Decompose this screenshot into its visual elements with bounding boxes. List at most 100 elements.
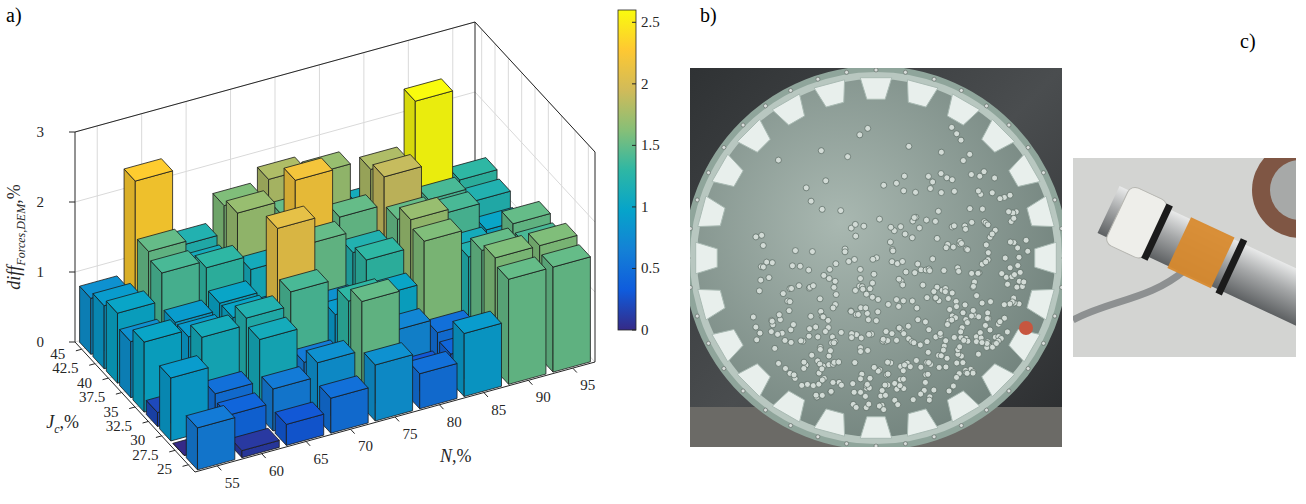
ball xyxy=(861,223,867,229)
ball xyxy=(853,233,859,239)
ball xyxy=(951,334,957,340)
ball xyxy=(867,375,873,381)
axis-title: Jc,% xyxy=(46,412,79,436)
ball xyxy=(798,338,804,344)
colorbar-tick xyxy=(632,330,636,331)
clamp xyxy=(1141,203,1173,260)
axis-title: diffForces,DEM,% xyxy=(4,184,28,289)
ball xyxy=(758,277,764,283)
ball xyxy=(927,268,933,274)
axis-title-main: N xyxy=(439,446,453,466)
tick xyxy=(156,436,162,438)
ball xyxy=(964,370,970,376)
ball xyxy=(975,188,981,194)
ball xyxy=(830,305,836,311)
ball xyxy=(918,391,924,397)
ball xyxy=(858,376,864,382)
ball xyxy=(1007,301,1013,307)
colorbar-label: 0 xyxy=(641,322,649,338)
bolt xyxy=(706,171,710,175)
ball xyxy=(901,173,907,179)
ball xyxy=(896,325,902,331)
tick-label: 27.5 xyxy=(132,447,158,463)
ball xyxy=(759,232,765,238)
axis-title-sub: Forces,DEM xyxy=(14,203,28,267)
lifter xyxy=(1035,242,1057,274)
tick xyxy=(351,429,355,433)
tick xyxy=(169,450,175,452)
bolt xyxy=(903,70,907,74)
bar-face xyxy=(262,367,311,389)
ball xyxy=(925,371,931,377)
bar-face xyxy=(280,269,329,291)
bar-face xyxy=(364,343,413,365)
ball xyxy=(838,382,844,388)
colorbar-tick xyxy=(632,83,636,84)
tick xyxy=(129,407,135,409)
ball xyxy=(997,319,1003,325)
ball xyxy=(964,320,970,326)
ball xyxy=(858,335,864,341)
ball xyxy=(944,355,950,361)
ball xyxy=(1021,279,1027,285)
lifter xyxy=(772,391,804,422)
ball xyxy=(757,330,763,336)
ball xyxy=(935,208,941,214)
lifter xyxy=(907,80,937,107)
bolt xyxy=(816,77,820,81)
bar-face xyxy=(351,279,400,301)
ball xyxy=(888,224,894,230)
ball xyxy=(1023,237,1029,243)
bolt xyxy=(845,442,849,446)
bolt xyxy=(1060,227,1062,231)
ball xyxy=(969,313,975,319)
ball xyxy=(857,132,863,138)
ball xyxy=(810,283,816,289)
lifter xyxy=(698,196,725,226)
ball xyxy=(823,178,829,184)
ball xyxy=(813,392,819,398)
ball xyxy=(997,196,1003,202)
bar-face xyxy=(204,371,253,393)
ball xyxy=(833,292,839,298)
ball xyxy=(789,263,795,269)
ball xyxy=(902,362,908,368)
bar-face xyxy=(106,301,117,383)
ball xyxy=(801,359,807,365)
ball xyxy=(832,278,838,284)
ball xyxy=(930,179,936,185)
ball xyxy=(925,173,931,179)
bolt xyxy=(763,408,767,412)
tick xyxy=(143,421,149,423)
ball xyxy=(808,313,814,319)
ball xyxy=(1007,239,1013,245)
bolt xyxy=(690,285,692,289)
ball xyxy=(808,198,814,204)
ball xyxy=(895,402,901,408)
bar-face xyxy=(231,428,280,450)
ball xyxy=(931,387,937,393)
ball xyxy=(792,248,798,254)
ball xyxy=(960,360,966,366)
ball xyxy=(914,305,920,311)
ball xyxy=(788,339,794,345)
bolt xyxy=(1007,123,1011,127)
ball xyxy=(817,346,823,352)
bar-face xyxy=(509,269,546,384)
ball xyxy=(788,285,794,291)
ball xyxy=(913,189,919,195)
ball xyxy=(848,308,854,314)
ball xyxy=(1006,209,1012,215)
clamp xyxy=(1215,238,1247,295)
ball xyxy=(846,258,852,264)
colorbar-tick xyxy=(632,206,636,207)
bar xyxy=(409,351,458,408)
ball xyxy=(815,334,821,340)
tick-label: 70 xyxy=(358,438,373,454)
ball xyxy=(983,259,989,265)
ball xyxy=(836,359,842,365)
ball xyxy=(950,244,956,250)
ball xyxy=(901,331,907,337)
ball xyxy=(912,270,918,276)
ball xyxy=(915,261,921,267)
